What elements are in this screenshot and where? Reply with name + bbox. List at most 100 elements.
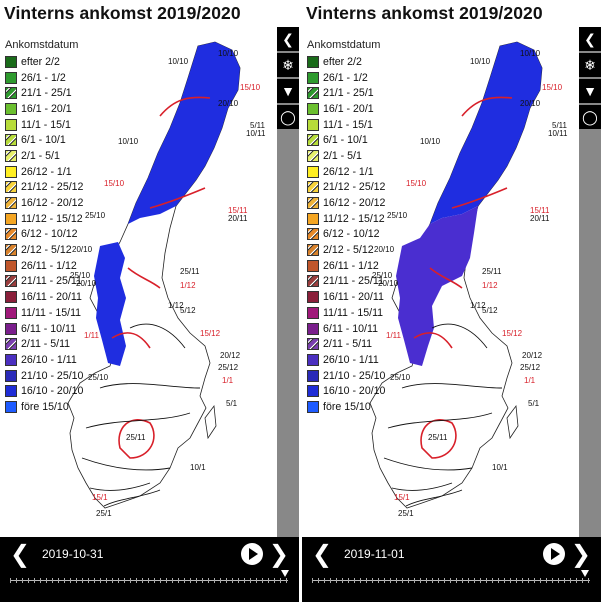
legend-swatch	[307, 369, 319, 382]
legend-item: 6/1 - 10/1	[5, 132, 83, 148]
legend-label: 11/12 - 15/12	[21, 212, 83, 225]
legend-item: 21/12 - 25/12	[307, 180, 385, 196]
map-label: 10/10	[470, 57, 491, 66]
legend-item: efter 2/2	[5, 54, 83, 70]
layer-icon[interactable]: ▼	[277, 79, 299, 103]
legend-item: 11/12 - 15/12	[307, 211, 385, 227]
map-label: 5/11	[250, 121, 266, 130]
legend-item: efter 2/2	[307, 54, 385, 70]
legend-item: 16/12 - 20/12	[307, 195, 385, 211]
legend-label: 21/10 - 25/10	[21, 369, 84, 382]
island-gotland	[506, 404, 519, 440]
legend-item: 11/11 - 15/11	[307, 305, 385, 321]
map-label: 15/11	[228, 206, 248, 215]
legend-item: 21/1 - 25/1	[5, 85, 83, 101]
legend-swatch	[5, 400, 17, 413]
legend-label: 26/1 - 1/2	[323, 71, 368, 84]
legend-item: 26/12 - 1/1	[307, 164, 385, 180]
map-label: 15/10	[104, 179, 125, 188]
play-button[interactable]	[543, 543, 565, 565]
legend-item: 6/1 - 10/1	[307, 132, 385, 148]
map-label-group: 10/10 10/10 15/10 20/10 5/11 10/11 10/10…	[372, 49, 568, 518]
map-label: 5/11	[552, 121, 568, 130]
legend-label: 16/1 - 20/1	[323, 102, 374, 115]
map-label: 20/10	[378, 279, 399, 288]
map-label: 15/12	[200, 329, 221, 338]
timeline-ticks	[10, 578, 288, 583]
legend-item: 11/1 - 15/1	[307, 117, 385, 133]
legend-swatch	[307, 322, 319, 335]
isoline-red	[111, 96, 211, 459]
globe-icon[interactable]: ◯	[579, 105, 601, 129]
legend-label: 11/1 - 15/1	[21, 118, 71, 131]
time-controls: ❮ 2019-11-01 ❯	[302, 537, 601, 602]
legend-swatch	[5, 228, 17, 241]
map-label: 10/10	[118, 137, 139, 146]
map-label: 25/11	[180, 267, 200, 276]
legend-label: 6/1 - 10/1	[323, 134, 368, 147]
weather-icon[interactable]: ❄	[579, 53, 601, 77]
legend-swatch	[307, 102, 319, 115]
sweden-map[interactable]: 10/10 10/10 15/10 20/10 5/11 10/11 10/10…	[0, 28, 277, 538]
chevron-left-icon[interactable]: ❮	[277, 27, 299, 51]
legend-item: 16/10 - 20/10	[5, 383, 83, 399]
map-label: 5/1	[226, 399, 238, 408]
legend-swatch	[5, 369, 17, 382]
legend-swatch	[307, 275, 319, 288]
legend-swatch	[307, 165, 319, 178]
map-label: 10/10	[520, 49, 541, 58]
map-label: 5/1	[528, 399, 540, 408]
map-label: 25/10	[387, 211, 408, 220]
snow-area-expanded	[396, 206, 478, 366]
island-gotland	[204, 404, 217, 440]
map-label: 25/1	[96, 509, 112, 518]
layer-icon[interactable]: ▼	[579, 79, 601, 103]
legend-label: 2/11 - 5/11	[21, 338, 71, 351]
map-label: 15/10	[406, 179, 427, 188]
next-date-button[interactable]: ❯	[268, 541, 289, 568]
map-label: 5/12	[482, 306, 498, 315]
legend-label: 2/1 - 5/1	[21, 149, 60, 162]
time-controls: ❮ 2019-10-31 ❯	[0, 537, 299, 602]
legend-label: efter 2/2	[21, 55, 60, 68]
legend-swatch	[307, 291, 319, 304]
legend-label: 21/12 - 25/12	[21, 181, 84, 194]
legend-swatch	[307, 134, 319, 147]
timeline-thumb[interactable]	[281, 570, 289, 577]
legend: efter 2/2 26/1 - 1/2 21/1 - 25/1 16/1 - 20/…	[5, 54, 83, 415]
legend-item: 2/11 - 5/11	[307, 336, 385, 352]
legend-label: 26/10 - 1/11	[323, 353, 379, 366]
prev-date-button[interactable]: ❮	[10, 541, 31, 568]
next-date-button[interactable]: ❯	[570, 541, 591, 568]
prev-date-button[interactable]: ❮	[312, 541, 333, 568]
weather-icon[interactable]: ❄	[277, 53, 299, 77]
map-label: 25/11	[126, 433, 146, 442]
map-label: 10/11	[548, 129, 568, 138]
map-label: 5/12	[180, 306, 196, 315]
legend-swatch	[307, 212, 319, 225]
chevron-left-icon[interactable]: ❮	[579, 27, 601, 51]
snow-area-middle	[94, 242, 126, 366]
legend-label: 2/1 - 5/1	[323, 149, 362, 162]
legend-item: före 15/10	[307, 399, 385, 415]
legend-item: 21/11 - 25/11	[307, 274, 385, 290]
sweden-map[interactable]: 10/10 10/10 15/10 20/10 5/11 10/11 10/10…	[302, 28, 579, 538]
legend-label: efter 2/2	[323, 55, 362, 68]
legend-swatch	[307, 181, 319, 194]
play-button[interactable]	[241, 543, 263, 565]
legend-label: före 15/10	[323, 400, 371, 413]
current-date: 2019-11-01	[344, 547, 405, 561]
map-label: 25/10	[85, 211, 106, 220]
legend-label: 26/12 - 1/1	[323, 165, 374, 178]
timeline-thumb[interactable]	[581, 570, 589, 577]
map-label: 1/12	[168, 301, 184, 310]
legend-item: 6/11 - 10/11	[307, 321, 385, 337]
legend-swatch	[307, 149, 319, 162]
globe-icon[interactable]: ◯	[277, 105, 299, 129]
legend-item: 16/1 - 20/1	[307, 101, 385, 117]
legend-item: 16/11 - 20/11	[5, 289, 83, 305]
legend-item: 16/12 - 20/12	[5, 195, 83, 211]
legend-swatch	[307, 338, 319, 351]
legend-label: 2/11 - 5/11	[323, 338, 373, 351]
legend: efter 2/2 26/1 - 1/2 21/1 - 25/1 16/1 - 20/…	[307, 54, 385, 415]
